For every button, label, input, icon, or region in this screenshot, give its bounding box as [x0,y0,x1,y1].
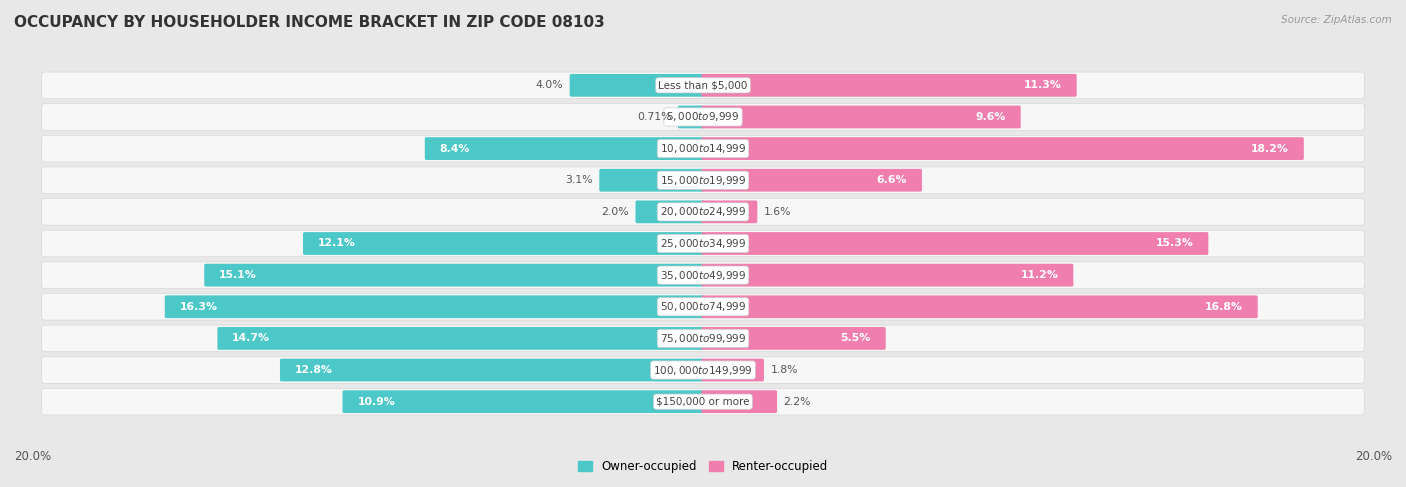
Text: $75,000 to $99,999: $75,000 to $99,999 [659,332,747,345]
Text: $10,000 to $14,999: $10,000 to $14,999 [659,142,747,155]
Legend: Owner-occupied, Renter-occupied: Owner-occupied, Renter-occupied [572,456,834,478]
Text: 15.3%: 15.3% [1156,239,1194,248]
FancyBboxPatch shape [702,169,922,191]
Text: 18.2%: 18.2% [1251,144,1289,153]
Text: 16.8%: 16.8% [1205,302,1243,312]
Text: $25,000 to $34,999: $25,000 to $34,999 [659,237,747,250]
FancyBboxPatch shape [702,201,758,223]
Text: Source: ZipAtlas.com: Source: ZipAtlas.com [1281,15,1392,25]
FancyBboxPatch shape [702,390,778,413]
Text: 12.1%: 12.1% [318,239,356,248]
FancyBboxPatch shape [280,358,704,381]
Text: 2.2%: 2.2% [783,397,811,407]
FancyBboxPatch shape [702,327,886,350]
Text: 20.0%: 20.0% [1355,450,1392,463]
Text: 12.8%: 12.8% [295,365,333,375]
FancyBboxPatch shape [702,232,1208,255]
FancyBboxPatch shape [42,72,1364,98]
Text: $35,000 to $49,999: $35,000 to $49,999 [659,269,747,281]
FancyBboxPatch shape [702,264,1073,286]
FancyBboxPatch shape [42,389,1364,415]
Text: 3.1%: 3.1% [565,175,593,185]
Text: 11.3%: 11.3% [1024,80,1062,90]
Text: 0.71%: 0.71% [637,112,672,122]
Text: $5,000 to $9,999: $5,000 to $9,999 [666,111,740,124]
Text: $20,000 to $24,999: $20,000 to $24,999 [659,206,747,218]
FancyBboxPatch shape [702,296,1258,318]
FancyBboxPatch shape [42,325,1364,352]
Text: $15,000 to $19,999: $15,000 to $19,999 [659,174,747,187]
Text: 8.4%: 8.4% [440,144,470,153]
Text: $150,000 or more: $150,000 or more [657,397,749,407]
Text: 15.1%: 15.1% [219,270,257,280]
FancyBboxPatch shape [204,264,704,286]
FancyBboxPatch shape [42,357,1364,383]
Text: $50,000 to $74,999: $50,000 to $74,999 [659,300,747,313]
FancyBboxPatch shape [425,137,704,160]
Text: 4.0%: 4.0% [536,80,562,90]
Text: 10.9%: 10.9% [357,397,395,407]
FancyBboxPatch shape [599,169,704,191]
Text: 11.2%: 11.2% [1021,270,1059,280]
FancyBboxPatch shape [678,106,704,129]
FancyBboxPatch shape [165,296,704,318]
Text: 5.5%: 5.5% [841,334,870,343]
FancyBboxPatch shape [304,232,704,255]
FancyBboxPatch shape [42,230,1364,257]
Text: 2.0%: 2.0% [602,207,628,217]
FancyBboxPatch shape [636,201,704,223]
Text: 1.6%: 1.6% [763,207,792,217]
FancyBboxPatch shape [343,390,704,413]
Text: 1.8%: 1.8% [770,365,799,375]
FancyBboxPatch shape [569,74,704,97]
FancyBboxPatch shape [702,106,1021,129]
FancyBboxPatch shape [702,358,763,381]
Text: 20.0%: 20.0% [14,450,51,463]
Text: 9.6%: 9.6% [976,112,1005,122]
FancyBboxPatch shape [702,137,1303,160]
Text: 14.7%: 14.7% [232,334,270,343]
FancyBboxPatch shape [218,327,704,350]
Text: Less than $5,000: Less than $5,000 [658,80,748,90]
Text: 16.3%: 16.3% [180,302,218,312]
FancyBboxPatch shape [42,294,1364,320]
Text: 6.6%: 6.6% [876,175,907,185]
FancyBboxPatch shape [42,135,1364,162]
FancyBboxPatch shape [42,167,1364,193]
FancyBboxPatch shape [42,104,1364,130]
Text: OCCUPANCY BY HOUSEHOLDER INCOME BRACKET IN ZIP CODE 08103: OCCUPANCY BY HOUSEHOLDER INCOME BRACKET … [14,15,605,30]
FancyBboxPatch shape [42,262,1364,288]
FancyBboxPatch shape [42,199,1364,225]
Text: $100,000 to $149,999: $100,000 to $149,999 [654,363,752,376]
FancyBboxPatch shape [702,74,1077,97]
